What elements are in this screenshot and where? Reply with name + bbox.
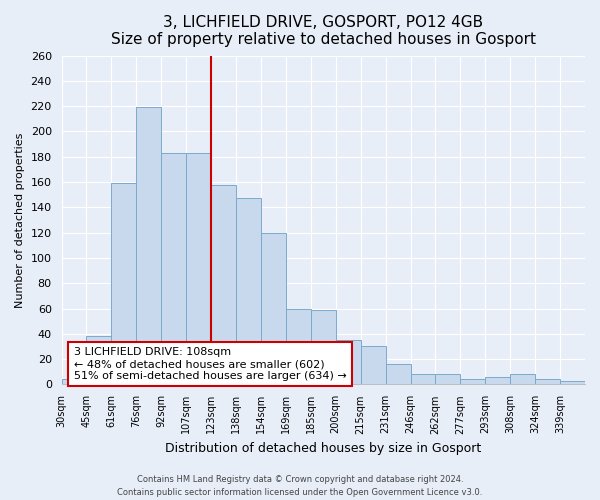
Bar — [510, 374, 535, 384]
Bar — [436, 374, 460, 384]
Bar — [286, 308, 311, 384]
Bar — [361, 346, 386, 385]
Bar — [112, 184, 136, 384]
Bar — [485, 377, 510, 384]
Bar — [560, 380, 585, 384]
Bar — [336, 340, 361, 384]
Bar — [236, 198, 261, 384]
Bar — [261, 232, 286, 384]
Bar — [211, 184, 236, 384]
Y-axis label: Number of detached properties: Number of detached properties — [15, 132, 25, 308]
Text: Contains HM Land Registry data © Crown copyright and database right 2024.
Contai: Contains HM Land Registry data © Crown c… — [118, 476, 482, 497]
Bar — [460, 380, 485, 384]
Bar — [535, 380, 560, 384]
Bar — [161, 153, 186, 384]
Bar — [86, 336, 112, 384]
Bar — [186, 153, 211, 384]
X-axis label: Distribution of detached houses by size in Gosport: Distribution of detached houses by size … — [165, 442, 481, 455]
Bar — [136, 108, 161, 384]
Bar — [62, 380, 86, 384]
Text: 3 LICHFIELD DRIVE: 108sqm
← 48% of detached houses are smaller (602)
51% of semi: 3 LICHFIELD DRIVE: 108sqm ← 48% of detac… — [74, 348, 347, 380]
Bar — [410, 374, 436, 384]
Bar — [311, 310, 336, 384]
Title: 3, LICHFIELD DRIVE, GOSPORT, PO12 4GB
Size of property relative to detached hous: 3, LICHFIELD DRIVE, GOSPORT, PO12 4GB Si… — [111, 15, 536, 48]
Bar — [386, 364, 410, 384]
